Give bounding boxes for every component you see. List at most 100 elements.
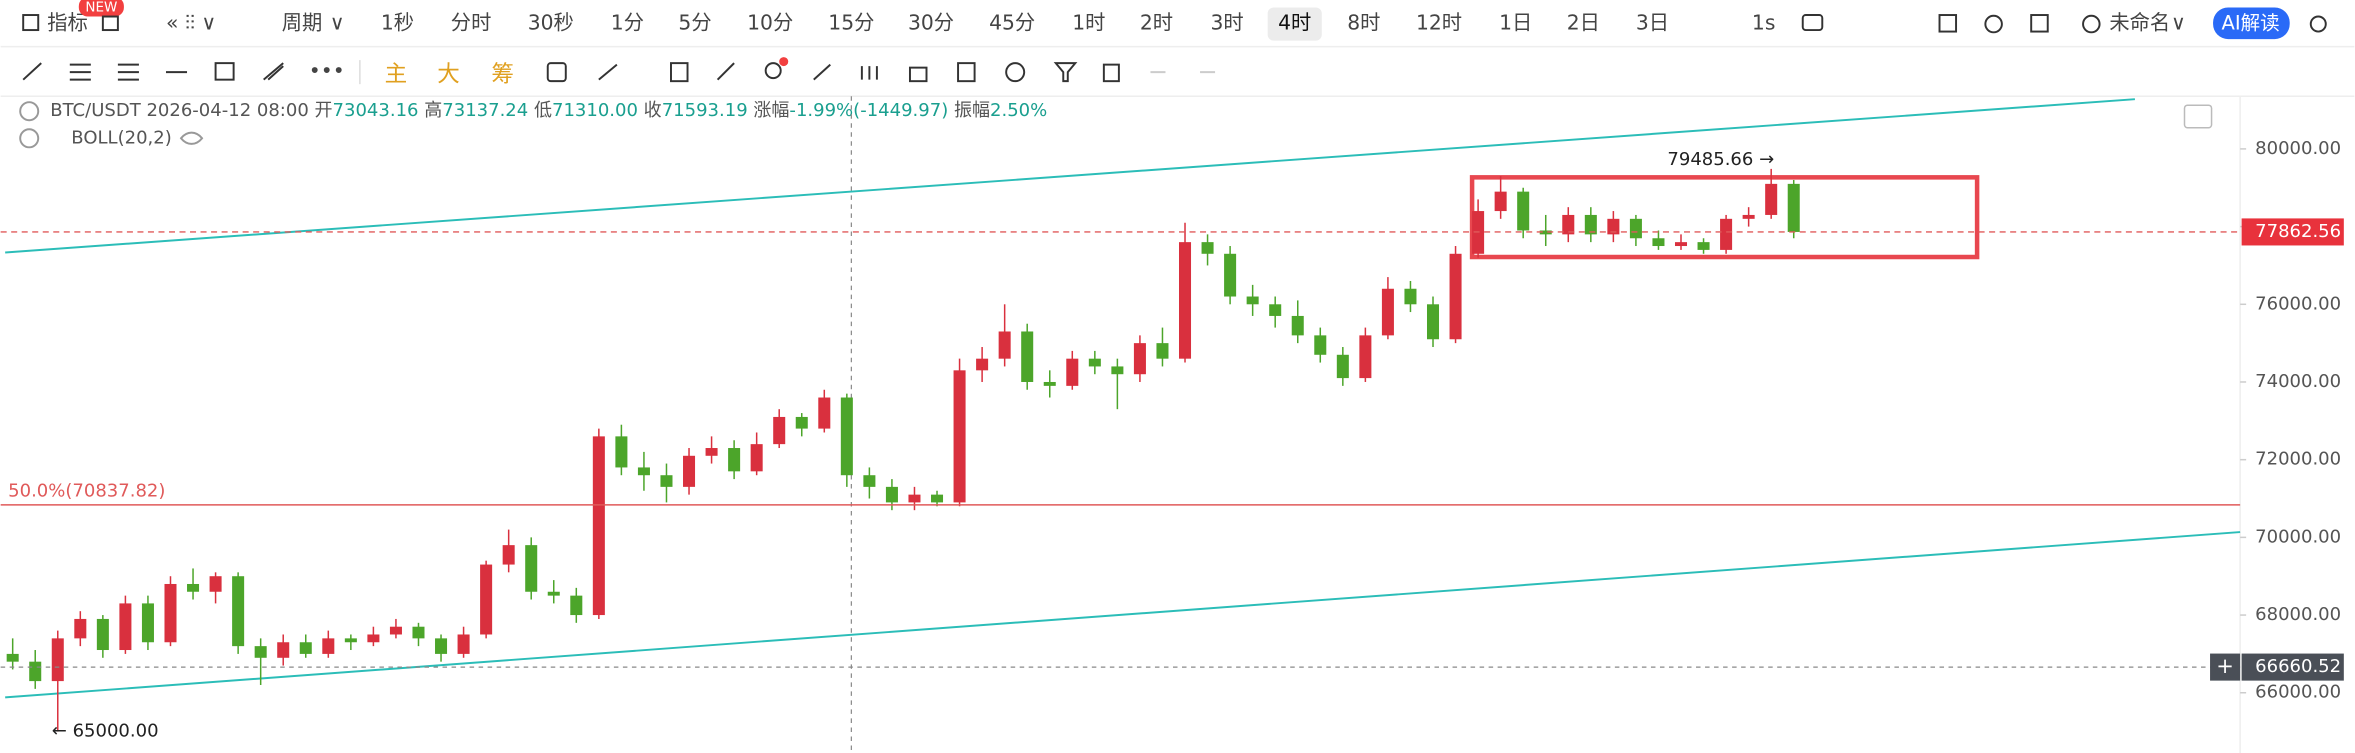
interval[interactable]: 5分 xyxy=(678,11,711,35)
last-price-box xyxy=(2241,218,2344,246)
share-icon[interactable] xyxy=(2309,15,2327,33)
collapse-icon[interactable] xyxy=(19,128,40,149)
tool[interactable] xyxy=(716,62,735,81)
close-label: 收 xyxy=(644,100,662,121)
tool[interactable] xyxy=(1102,63,1120,83)
parallel-tool[interactable] xyxy=(69,63,91,81)
period-caret[interactable]: ∨ xyxy=(330,11,345,35)
period-button[interactable]: 周期 xyxy=(282,11,323,35)
legend-line: BTC/USDT 2026-04-12 08:00 开73043.16 高731… xyxy=(50,100,1047,121)
expand-icon[interactable] xyxy=(2183,104,2213,129)
candle-body xyxy=(1449,253,1462,340)
interval[interactable]: 4时 xyxy=(1278,11,1311,35)
candle-body xyxy=(1404,288,1417,305)
interval[interactable]: 8时 xyxy=(1347,11,1380,35)
tool[interactable] xyxy=(908,66,928,83)
interval[interactable]: 10分 xyxy=(747,11,793,35)
candle-body xyxy=(1224,253,1237,297)
target-icon[interactable] xyxy=(1984,14,2003,34)
interval[interactable]: 分时 xyxy=(451,11,492,35)
candle-body xyxy=(344,638,357,643)
layout-icon[interactable] xyxy=(101,15,119,32)
tool[interactable] xyxy=(1053,62,1078,83)
tool[interactable] xyxy=(764,62,782,80)
tool[interactable] xyxy=(813,63,831,81)
candle-body xyxy=(570,595,583,616)
candle-body xyxy=(299,642,312,654)
channel-tool[interactable] xyxy=(263,62,284,81)
interval[interactable]: 15分 xyxy=(828,11,874,35)
fib-tool[interactable] xyxy=(117,63,139,81)
open-label: 开 xyxy=(315,100,333,121)
interval[interactable]: 30秒 xyxy=(528,11,574,35)
candle-body xyxy=(885,486,898,503)
high: 73137.24 xyxy=(442,100,528,121)
candle-body xyxy=(750,444,763,472)
candle-body xyxy=(412,626,425,639)
tool[interactable] xyxy=(670,62,689,83)
close: 71593.19 xyxy=(662,100,748,121)
more-tools[interactable]: ••• xyxy=(309,59,345,83)
layout-name[interactable]: 未命名 xyxy=(2109,11,2170,35)
interval[interactable]: 30分 xyxy=(908,11,954,35)
candle-body xyxy=(1765,183,1778,215)
main-indicator[interactable]: 主 xyxy=(385,62,408,88)
cloud-icon[interactable] xyxy=(2082,14,2101,34)
candle-body xyxy=(1742,214,1755,219)
candle-body xyxy=(74,618,87,639)
candle-body xyxy=(1494,191,1507,212)
tool[interactable] xyxy=(860,66,878,80)
candle-body xyxy=(660,475,673,487)
fullscreen-icon[interactable] xyxy=(2030,14,2049,33)
interval[interactable]: 3日 xyxy=(1636,11,1669,35)
candle-body xyxy=(908,494,921,503)
tool[interactable] xyxy=(957,62,976,83)
layout-caret[interactable]: ∨ xyxy=(2171,11,2186,35)
line-tool[interactable] xyxy=(22,62,42,81)
candle-body xyxy=(1021,331,1034,382)
candle-body xyxy=(818,397,831,429)
speed-button[interactable]: 1s xyxy=(1752,11,1775,35)
interval[interactable]: 3时 xyxy=(1211,11,1244,35)
candle-body xyxy=(209,576,222,592)
candle-body xyxy=(367,634,380,643)
amplitude: 2.50% xyxy=(990,100,1047,121)
ai-button[interactable]: AI解读 xyxy=(2222,12,2280,35)
interval[interactable]: 45分 xyxy=(989,11,1035,35)
collapse-icon[interactable] xyxy=(19,101,40,122)
rect-tool[interactable] xyxy=(214,62,235,81)
camera-icon[interactable] xyxy=(1801,14,1824,32)
candle-body xyxy=(1201,242,1214,254)
candle-body xyxy=(1088,358,1101,367)
interval[interactable]: 1时 xyxy=(1072,11,1105,35)
interval[interactable]: 12时 xyxy=(1416,11,1462,35)
visibility-icon[interactable] xyxy=(179,131,204,145)
indicator-icon[interactable] xyxy=(22,14,40,32)
interval[interactable]: 2时 xyxy=(1140,11,1173,35)
candle-body xyxy=(683,455,696,487)
tool[interactable] xyxy=(546,62,567,83)
chips[interactable]: 筹 xyxy=(491,62,514,88)
indicator-button[interactable]: 指标 xyxy=(47,11,88,35)
interval[interactable]: 1分 xyxy=(611,11,644,35)
candle-body xyxy=(1314,335,1327,355)
interval[interactable]: 1日 xyxy=(1499,11,1532,35)
ai-button-bg[interactable] xyxy=(2213,7,2290,40)
toolbar-icons[interactable]: « ⫶⫶ ∨ xyxy=(166,11,216,35)
candle-body xyxy=(1156,343,1169,359)
interval[interactable]: 1秒 xyxy=(381,11,414,35)
candle-body xyxy=(141,603,154,643)
interval[interactable]: 2日 xyxy=(1567,11,1600,35)
candle-body xyxy=(525,545,538,592)
crosshair-price-label: 66660.52 xyxy=(2255,656,2341,677)
candle-body xyxy=(1629,218,1642,239)
candle-body xyxy=(1517,191,1530,231)
settings-icon[interactable] xyxy=(1938,14,1958,33)
candle-body xyxy=(1584,214,1597,235)
tool[interactable] xyxy=(1005,62,1026,83)
candle-body xyxy=(976,358,989,371)
tool[interactable] xyxy=(598,63,618,81)
big-order[interactable]: 大 xyxy=(437,62,460,88)
candle-body xyxy=(1066,358,1079,386)
